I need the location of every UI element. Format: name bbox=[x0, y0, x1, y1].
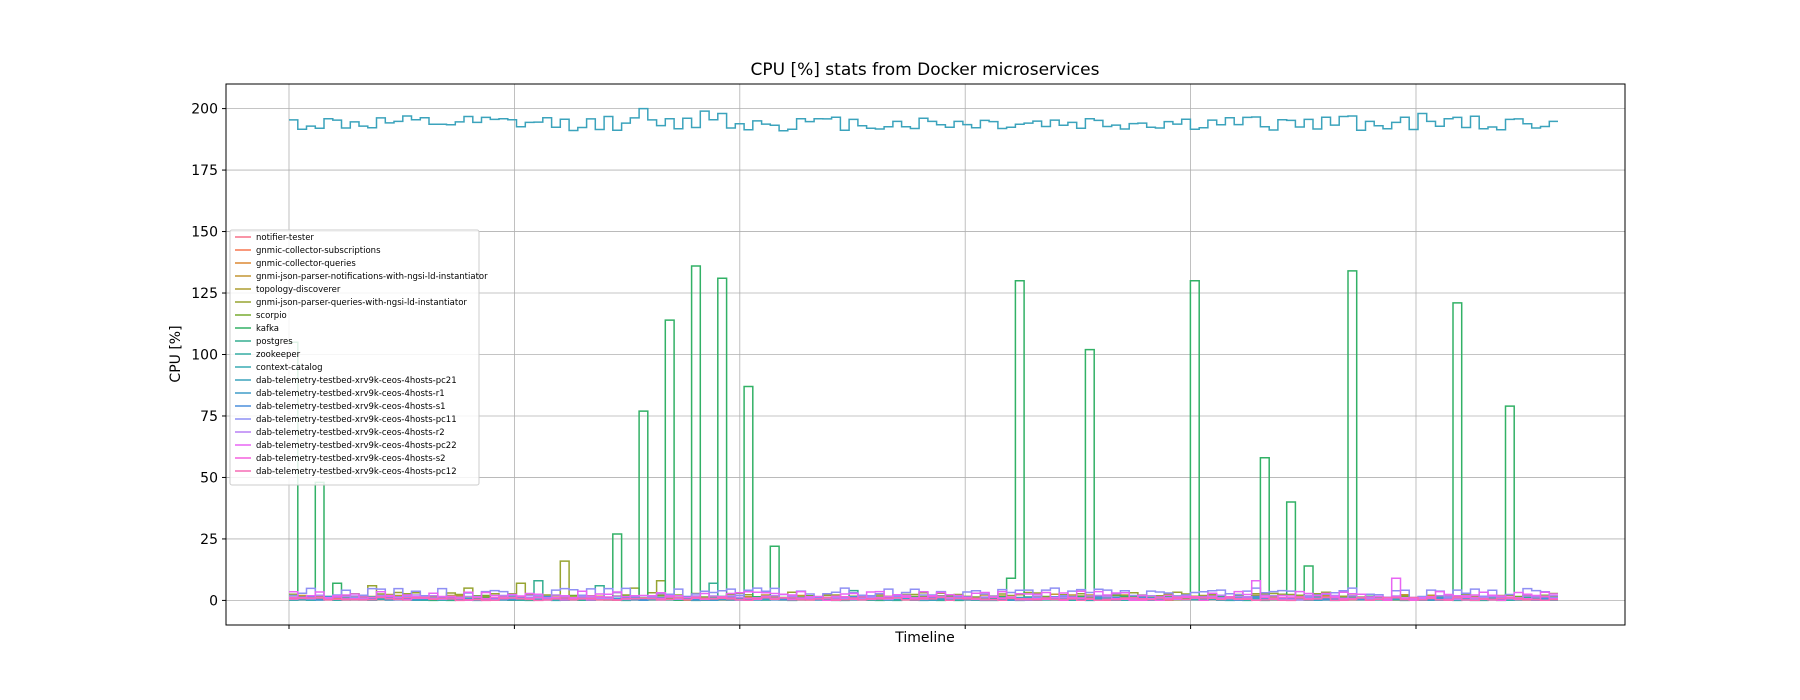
series-line-17 bbox=[289, 577, 1558, 600]
legend-label: notifier-tester bbox=[256, 233, 314, 243]
y-tick-label: 50 bbox=[200, 470, 218, 486]
axes: 0 25 50 75 100 125 150 175 200 bbox=[191, 102, 1417, 629]
y-tick-label: 100 bbox=[191, 348, 218, 364]
legend-label: dab-telemetry-testbed-xrv9k-ceos-4hosts-… bbox=[256, 454, 446, 464]
legend-label: zookeeper bbox=[256, 350, 301, 360]
y-tick-label: 200 bbox=[191, 102, 218, 118]
chart-title: CPU [%] stats from Docker microservices bbox=[751, 60, 1100, 80]
y-tick-label: 150 bbox=[191, 225, 218, 241]
legend-label: gnmi-json-parser-notifications-with-ngsi… bbox=[256, 272, 488, 282]
legend-label: dab-telemetry-testbed-xrv9k-ceos-4hosts-… bbox=[256, 467, 457, 477]
legend: notifier-tester gnmic-collector-subscript… bbox=[229, 229, 488, 486]
legend-label: dab-telemetry-testbed-xrv9k-ceos-4hosts-… bbox=[256, 428, 445, 438]
series-line-12 bbox=[289, 107, 1558, 132]
series-line-19 bbox=[289, 596, 1558, 602]
legend-label: postgres bbox=[256, 337, 293, 347]
legend-label: topology-discoverer bbox=[256, 285, 341, 295]
legend-label: gnmi-json-parser-queries-with-ngsi-ld-in… bbox=[256, 298, 467, 308]
legend-label: dab-telemetry-testbed-xrv9k-ceos-4hosts-… bbox=[256, 415, 457, 425]
y-tick-label: 25 bbox=[200, 532, 218, 548]
y-axis-label: CPU [%] bbox=[168, 325, 184, 382]
plot-area bbox=[289, 107, 1558, 602]
x-axis-label: Timeline bbox=[894, 630, 955, 646]
legend-label: dab-telemetry-testbed-xrv9k-ceos-4hosts-… bbox=[256, 376, 457, 386]
legend-box bbox=[229, 229, 480, 486]
legend-label: scorpio bbox=[256, 311, 287, 321]
y-tick-label: 125 bbox=[191, 286, 218, 302]
legend-label: dab-telemetry-testbed-xrv9k-ceos-4hosts-… bbox=[256, 402, 446, 412]
legend-label: gnmic-collector-subscriptions bbox=[256, 246, 381, 256]
y-tick-label: 75 bbox=[200, 409, 218, 425]
y-tick-label: 0 bbox=[209, 593, 218, 609]
legend-label: context-catalog bbox=[256, 363, 323, 373]
legend-label: gnmic-collector-queries bbox=[256, 259, 356, 269]
legend-label: dab-telemetry-testbed-xrv9k-ceos-4hosts-… bbox=[256, 389, 445, 399]
y-tick-label: 175 bbox=[191, 163, 218, 179]
legend-label: dab-telemetry-testbed-xrv9k-ceos-4hosts-… bbox=[256, 441, 457, 451]
legend-label: kafka bbox=[256, 324, 279, 334]
